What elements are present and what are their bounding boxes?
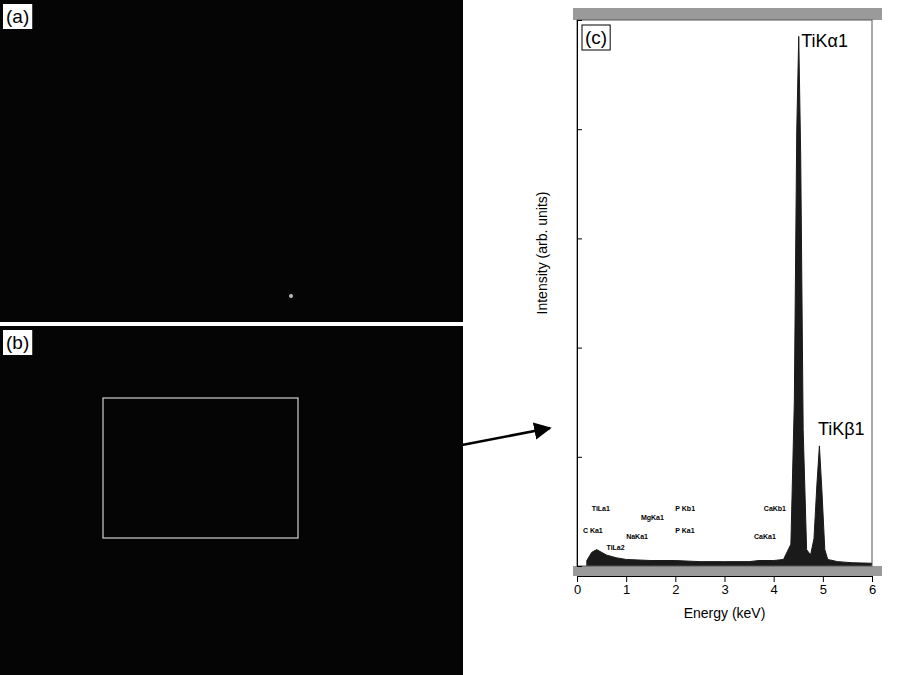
image-panel	[0, 0, 463, 322]
tick-label: 5	[820, 582, 827, 597]
image-panel	[0, 326, 463, 675]
tick-label: 0	[574, 582, 581, 597]
spectrum	[587, 36, 872, 566]
tick-mark	[577, 457, 582, 458]
y-axis-title: Intensity (arb. units)	[534, 192, 550, 315]
panel-label: (b)	[6, 332, 29, 353]
tick-mark	[577, 20, 582, 21]
panel-label-bg	[3, 330, 32, 355]
panel-label: (a)	[6, 6, 29, 27]
panel-label-box: (a)	[3, 4, 32, 29]
axis-line	[577, 21, 578, 567]
tick	[577, 20, 582, 21]
element-label: CaKb1	[764, 505, 786, 512]
tick-label: 3	[721, 582, 728, 597]
tick-label: 1	[623, 582, 630, 597]
tick-mark	[725, 576, 726, 582]
element-label: CaKa1	[754, 533, 776, 540]
tick	[577, 348, 582, 349]
element-label: NaKa1	[626, 533, 648, 540]
tick: 4	[771, 576, 778, 597]
element-label: P Ka1	[675, 527, 694, 534]
tick-label: 6	[869, 582, 876, 597]
tick: 0	[574, 576, 581, 597]
tick: 5	[820, 576, 827, 597]
selection-box	[103, 398, 298, 538]
tick	[577, 129, 582, 130]
panel-label-box: (b)	[3, 330, 32, 355]
tick-mark	[675, 576, 676, 582]
tick-mark	[577, 129, 582, 130]
x-axis: 0 1 2 3 4 5 6	[574, 576, 876, 597]
tick-mark	[823, 576, 824, 582]
tick: 6	[869, 576, 876, 597]
tick-mark	[774, 576, 775, 582]
image-feature	[289, 294, 293, 298]
tick-mark	[872, 576, 873, 582]
element-label: MgKa1	[641, 514, 664, 522]
tick: 2	[672, 576, 679, 597]
tick	[577, 566, 582, 567]
tick-mark	[577, 238, 582, 239]
element-label: C Ka1	[583, 527, 603, 534]
tick-mark	[577, 348, 582, 349]
arrow	[462, 428, 550, 445]
element-label: TiLa1	[592, 505, 610, 512]
plot-area	[587, 36, 872, 566]
element-label: TiLa2	[607, 544, 625, 551]
figure: (a) (b) 0 1 2 3 4 5 6 Energy (keV) Intensity (arb.…	[0, 0, 897, 675]
frame-band	[573, 566, 882, 576]
tick	[577, 457, 582, 458]
panel-label-box: (c)	[582, 25, 610, 50]
tick-label: 2	[672, 582, 679, 597]
tick	[577, 238, 582, 239]
peak-label: TiKβ1	[818, 419, 865, 439]
plot-frame	[577, 20, 872, 566]
x-axis-title: Energy (keV)	[684, 605, 766, 621]
peak-label: TiKα1	[801, 31, 848, 51]
frame-band	[573, 8, 882, 20]
y-axis	[577, 21, 582, 567]
element-label: P Kb1	[675, 505, 695, 512]
tick-mark	[626, 576, 627, 582]
panel-label-bg	[3, 4, 32, 29]
panel-label-bg	[582, 25, 610, 50]
tick-mark	[577, 576, 578, 582]
tick-label: 4	[771, 582, 778, 597]
tick: 3	[721, 576, 728, 597]
tick-mark	[577, 566, 582, 567]
panel-label: (c)	[585, 27, 607, 48]
tick: 1	[623, 576, 630, 597]
